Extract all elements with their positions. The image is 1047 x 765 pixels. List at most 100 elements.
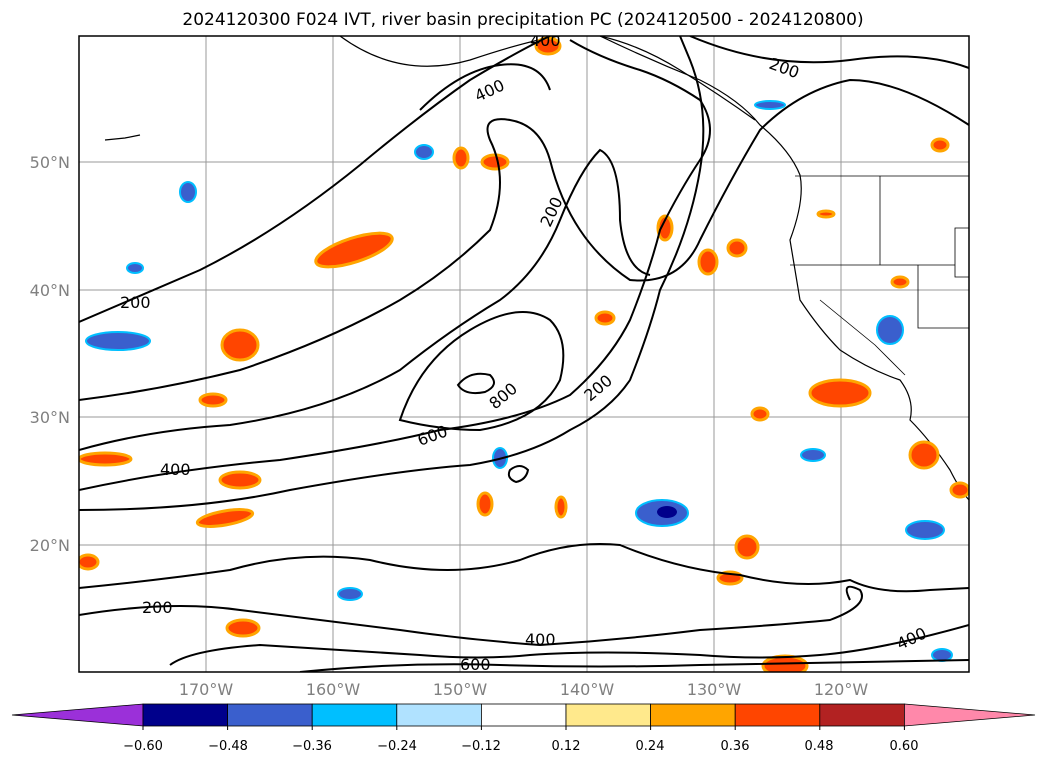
shade-pos — [656, 214, 674, 242]
colorbar-ticks — [142, 726, 905, 730]
contour-small — [507, 465, 530, 484]
contour-200 — [689, 36, 969, 69]
shade-pos — [79, 451, 133, 467]
map-panel: 400 400 200 200 200 200 800 600 400 200 … — [78, 31, 970, 674]
lat-label: 40°N — [30, 281, 70, 300]
contour-label: 200 — [120, 293, 151, 312]
shade-pos — [314, 231, 394, 269]
shade-pos — [218, 470, 262, 490]
colorbar-segment — [142, 703, 228, 727]
colorbar-segment — [227, 703, 313, 727]
colorbar-segments — [11, 703, 1036, 727]
shade-pos — [761, 654, 809, 672]
lon-axis: 170°W 160°W 150°W 140°W 130°W 120°W — [179, 680, 869, 699]
contour-200 — [79, 36, 705, 511]
coastlines — [104, 36, 969, 501]
colorbar-extend-high — [904, 703, 1036, 727]
map-background — [79, 36, 969, 672]
lon-label: 130°W — [687, 680, 742, 699]
shade-pos — [726, 238, 748, 258]
contour-label: 400 — [160, 460, 191, 479]
shade-pos — [198, 392, 228, 408]
shade-pos — [816, 209, 836, 219]
colorbar-tick-label: 0.60 — [890, 739, 919, 754]
shade-pos — [949, 481, 969, 499]
colorbar: −0.60 −0.48 −0.36 −0.24 −0.12 0.12 0.24 … — [11, 703, 1036, 754]
contour-400 — [79, 39, 711, 491]
map-frame — [78, 35, 970, 673]
contour-200 — [79, 78, 969, 401]
colorbar-segment — [734, 703, 821, 727]
contour-label: 400 — [530, 31, 561, 50]
contour-200 — [79, 543, 969, 593]
state-borders — [790, 175, 969, 376]
shade-pos — [452, 146, 470, 170]
contour-800 — [456, 372, 495, 395]
colorbar-tick-labels: −0.60 −0.48 −0.36 −0.24 −0.12 0.12 0.24 … — [123, 739, 918, 754]
shade-pos — [79, 553, 100, 571]
shade-pos — [195, 508, 255, 528]
colorbar-segment — [650, 703, 736, 727]
lat-label: 50°N — [30, 153, 70, 172]
shade-neg — [876, 315, 904, 345]
shade-neg — [800, 448, 826, 462]
colorbar-tick-label: 0.12 — [552, 739, 581, 754]
shade-neg — [337, 587, 363, 601]
lon-label: 140°W — [560, 680, 615, 699]
shade-pos — [908, 440, 940, 470]
shade-pos — [594, 310, 616, 326]
colorbar-tick-label: 0.48 — [805, 739, 834, 754]
shade-pos — [930, 137, 950, 153]
shade-neg — [754, 100, 786, 110]
colorbar-tick-label: 0.36 — [721, 739, 750, 754]
lon-label: 120°W — [814, 680, 869, 699]
shade-pos — [697, 248, 719, 276]
shade-pos — [480, 153, 510, 171]
contour-200 — [79, 36, 551, 323]
shade-neg-strong — [657, 506, 677, 518]
shade-pos — [225, 618, 261, 638]
shade-pos — [808, 378, 872, 408]
shade-neg — [85, 331, 151, 351]
shade-neg — [126, 262, 144, 274]
lon-label: 170°W — [179, 680, 234, 699]
shade-pos — [734, 534, 760, 560]
colorbar-extend-low — [11, 703, 144, 727]
lon-label: 160°W — [306, 680, 361, 699]
shade-neg — [905, 520, 945, 540]
figure-title: 2024120300 F024 IVT, river basin precipi… — [182, 10, 863, 30]
contour-label: 200 — [142, 598, 173, 617]
shade-neg — [414, 144, 434, 160]
shade-pos — [750, 406, 770, 422]
colorbar-tick-label: −0.36 — [292, 739, 332, 754]
lon-label: 150°W — [433, 680, 488, 699]
lat-label: 30°N — [30, 408, 70, 427]
lat-label: 20°N — [30, 536, 70, 555]
shade-pos — [554, 495, 568, 519]
shade-pos — [476, 491, 494, 517]
contour-600 — [398, 311, 565, 432]
shade-pos — [890, 275, 910, 289]
contour-label: 600 — [460, 655, 491, 674]
contour-600 — [299, 659, 969, 672]
colorbar-segment — [480, 703, 567, 727]
ivt-contours — [79, 36, 969, 672]
colorbar-tick-label: −0.48 — [208, 739, 248, 754]
colorbar-segment — [396, 703, 482, 727]
colorbar-tick-label: 0.24 — [636, 739, 665, 754]
colorbar-tick-label: −0.24 — [377, 739, 417, 754]
lat-axis: 50°N 40°N 30°N 20°N — [30, 153, 70, 555]
shade-neg — [931, 648, 953, 662]
colorbar-segment — [311, 703, 398, 727]
colorbar-tick-label: −0.60 — [123, 739, 163, 754]
colorbar-segment — [565, 703, 651, 727]
colorbar-tick-label: −0.12 — [461, 739, 501, 754]
contour-400 — [419, 63, 551, 111]
shade-neg — [179, 181, 197, 203]
contour-400 — [79, 148, 651, 451]
colorbar-segment — [819, 703, 905, 727]
contour-200 — [79, 585, 863, 647]
contour-label: 400 — [525, 630, 556, 649]
contour-400 — [169, 624, 969, 666]
